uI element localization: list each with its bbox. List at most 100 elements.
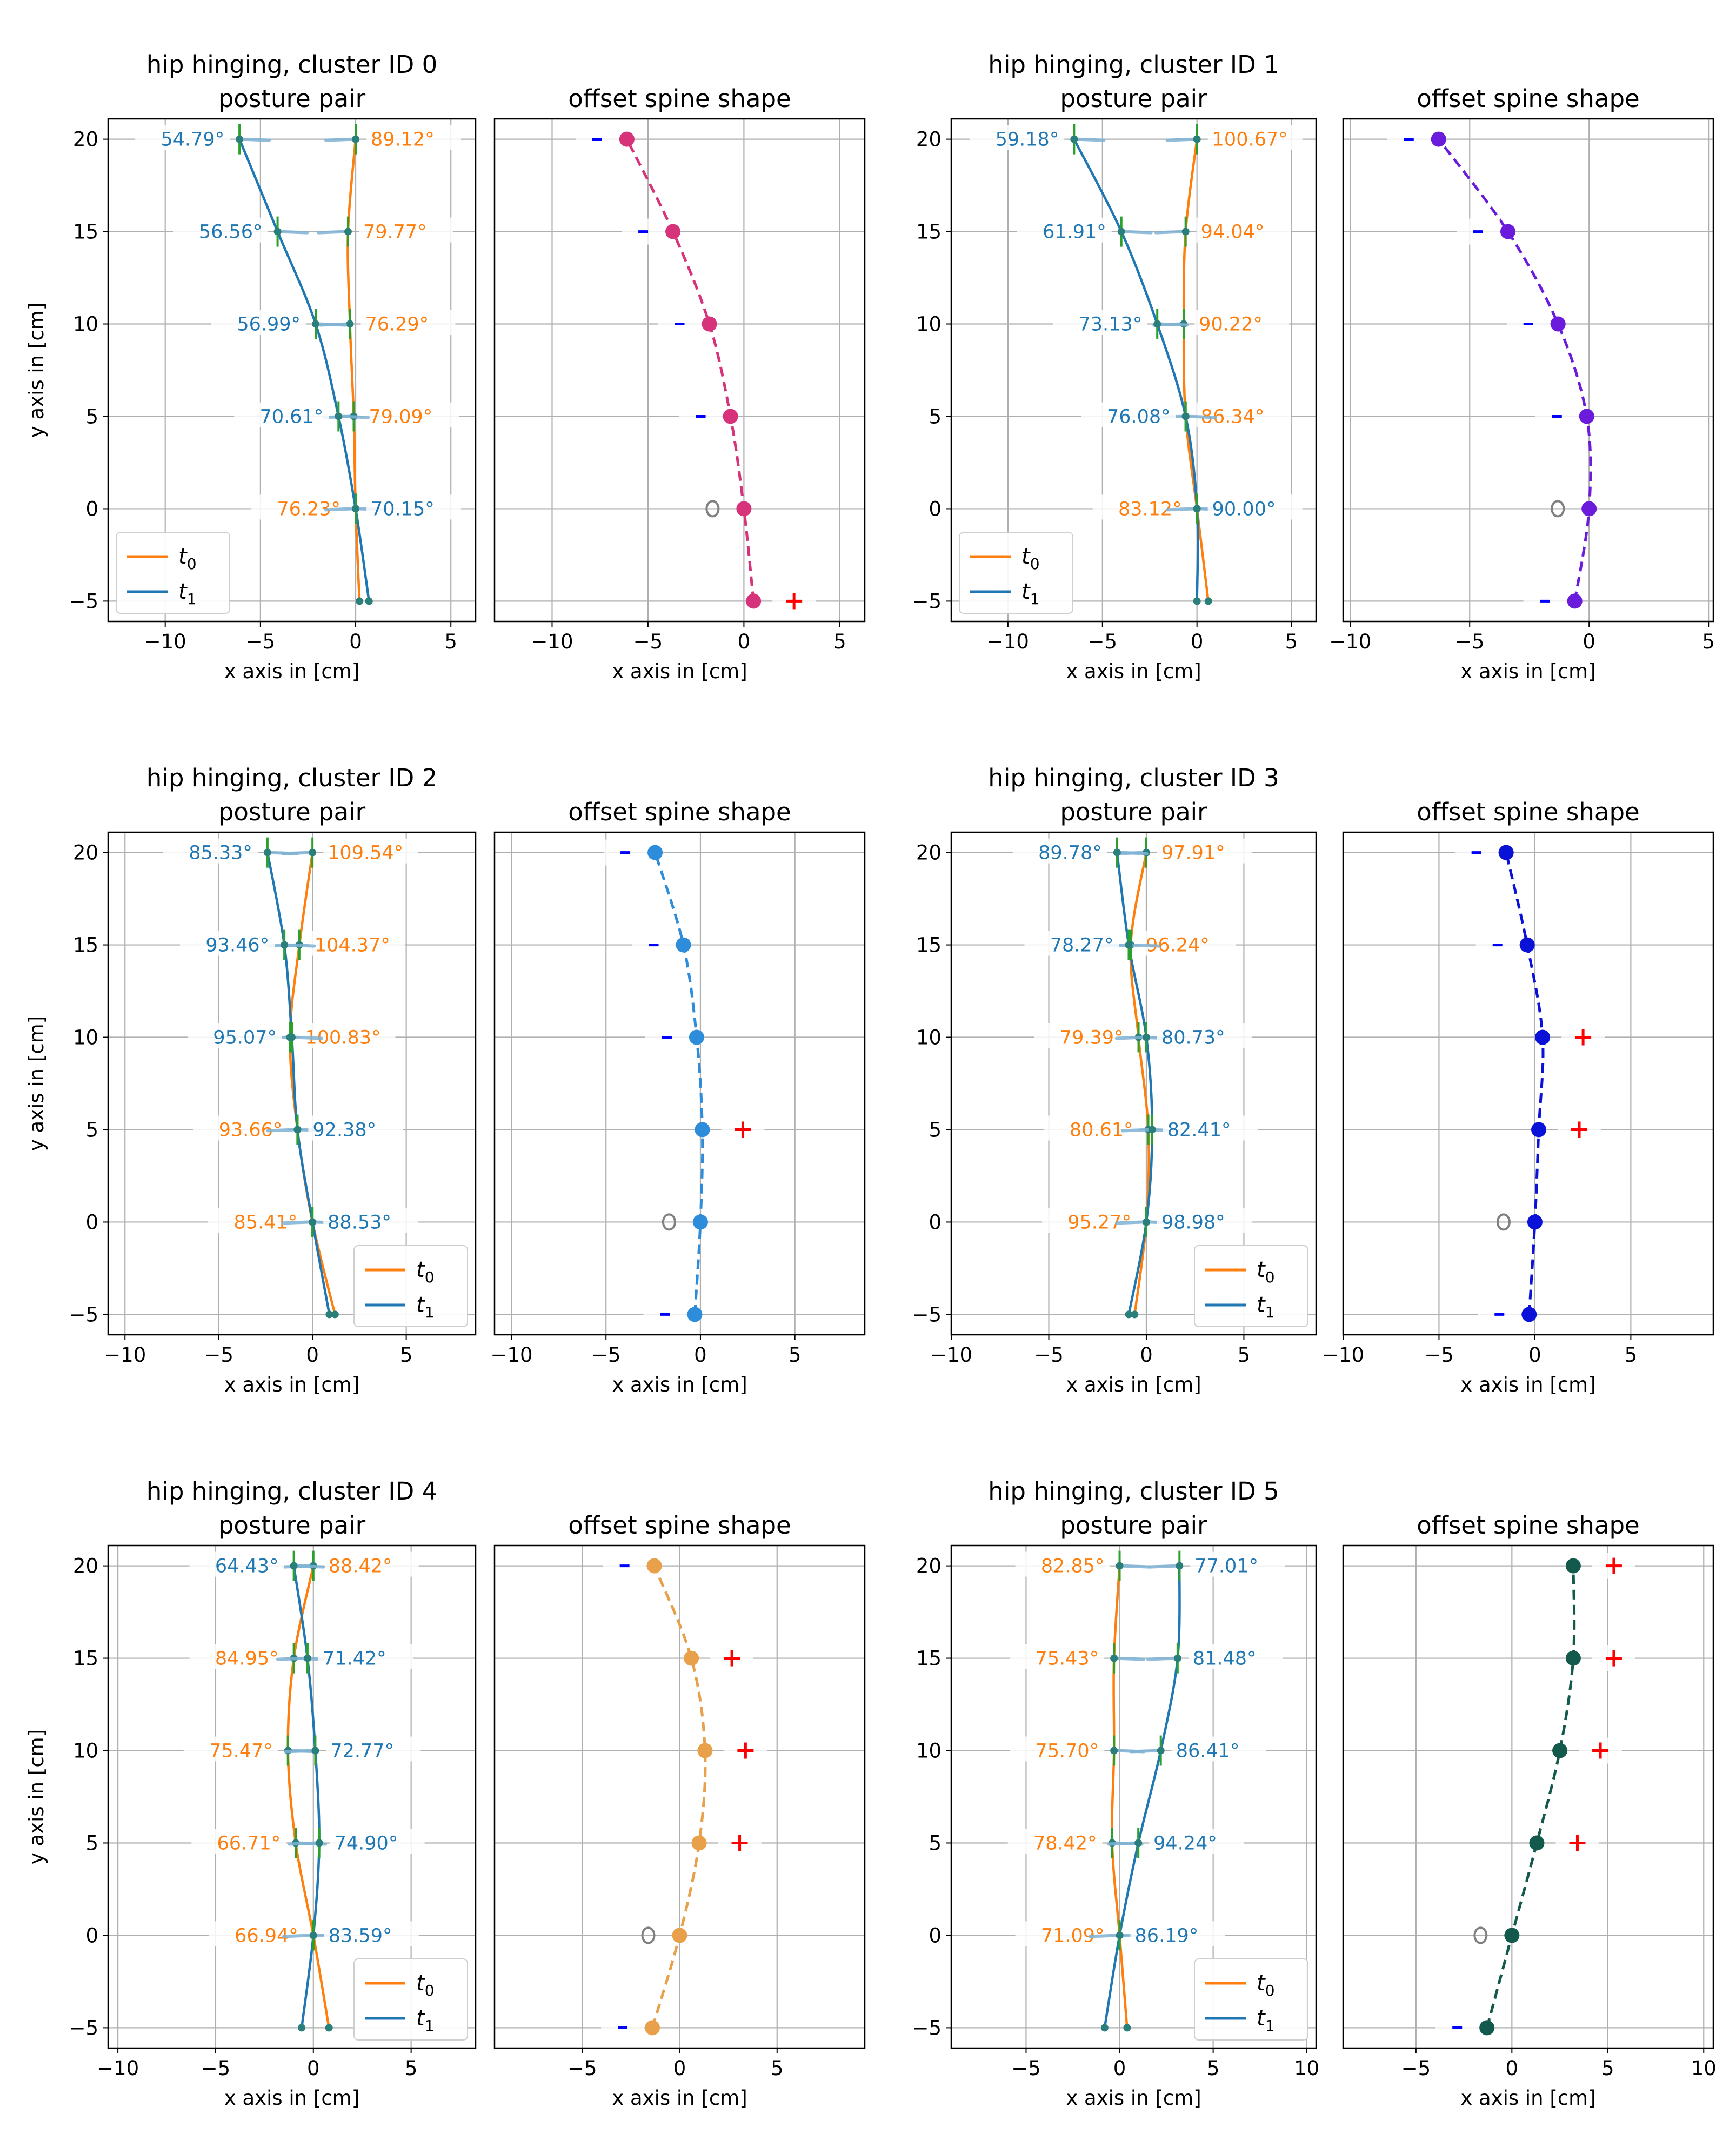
t0-angle-label-bg (251, 494, 346, 520)
pp-xtick-label: 5 (1285, 630, 1298, 653)
t1-angle-label: 77.01° (1194, 1556, 1258, 1577)
t1-angle-label-bg (1163, 1115, 1258, 1141)
offset-point (723, 409, 738, 424)
t1-angle-label-bg (1012, 838, 1107, 864)
x-axis-label: x axis in [cm] (612, 660, 747, 683)
chart-title: hip hinging, cluster ID 1 (988, 50, 1279, 79)
pp-ytick-label: 15 (916, 220, 942, 244)
pp-ytick-label: 20 (916, 841, 942, 865)
t1-angle-label: 82.41° (1167, 1119, 1231, 1141)
t1-point (1153, 320, 1161, 328)
t1-point (1100, 2024, 1109, 2032)
t0-angle-label-bg (1207, 125, 1303, 150)
t0-angle-label: 79.09° (369, 406, 433, 427)
pp-xtick-label: −10 (104, 1343, 146, 1367)
t0-angle-label-bg (1010, 1736, 1105, 1762)
offset-spine-line (625, 138, 755, 601)
legend-box (116, 532, 230, 614)
posture-pair-subtitle: posture pair (1060, 1511, 1207, 1540)
t1-angle-label-bg (135, 125, 230, 150)
t1-angle-label: 89.78° (1038, 842, 1102, 864)
x-axis-label: x axis in [cm] (1460, 1373, 1595, 1396)
x-axis-label: x axis in [cm] (224, 2086, 359, 2110)
t1-point (1142, 1033, 1150, 1041)
x-axis-label: x axis in [cm] (1460, 660, 1595, 683)
origin-mark (705, 500, 720, 518)
pp-xtick-label: 10 (1294, 2057, 1319, 2080)
legend-t0-main: t (1257, 1971, 1266, 1996)
t1-angle-tick (288, 1841, 319, 1846)
x-axis-label: x axis in [cm] (1066, 660, 1201, 683)
posture-pair-subtitle: posture pair (218, 798, 366, 826)
t0-angle-label-bg (1041, 1208, 1137, 1233)
t1-angle-tick (1186, 414, 1217, 419)
t1-angle-tick (281, 1220, 312, 1225)
pp-ytick-label: 0 (929, 1924, 942, 1947)
t1-point (315, 1839, 323, 1847)
os-xtick-label: −10 (531, 630, 573, 653)
t1-angle-tick (1074, 137, 1106, 142)
t1-angle-label-bg (1171, 1736, 1266, 1762)
t0-angle-label-bg (364, 402, 459, 427)
t0-point (1110, 1654, 1118, 1662)
t1-angle-label-bg (211, 310, 306, 335)
t1-angle-tick (324, 507, 356, 512)
pp-xtick-label: −10 (930, 1343, 972, 1367)
offset-point (1479, 2020, 1495, 2036)
legend-t0-label: t0 (1021, 544, 1040, 573)
t1-angle-label-bg (330, 1829, 425, 1854)
legend-t1-main: t (178, 579, 188, 604)
os-xtick-label: −5 (1401, 2057, 1431, 2080)
t1-point (1125, 1310, 1133, 1319)
t1-angle-tick (240, 137, 271, 142)
offset-point (684, 1650, 699, 1666)
offset-spine-frame (1342, 831, 1714, 1336)
offset-spine-frame (493, 831, 866, 1336)
t1-angle-label: 92.38° (312, 1119, 376, 1141)
origin-mark (1473, 1926, 1488, 1944)
t1-point (263, 848, 271, 857)
x-axis-label: x axis in [cm] (224, 660, 359, 683)
t0-angle-label-bg (208, 1208, 303, 1233)
t1-point (1157, 1747, 1165, 1755)
t1-angle-label: 76.08° (1107, 406, 1171, 427)
x-axis-label: x axis in [cm] (1066, 1373, 1201, 1396)
x-axis-label: x axis in [cm] (224, 1373, 359, 1396)
t1-point (1134, 1839, 1143, 1847)
t0-angle-label: 82.85° (1041, 1556, 1105, 1577)
offset-point (1529, 1835, 1545, 1851)
os-xtick-label: 5 (1601, 2057, 1614, 2080)
y-axis-label: y axis in [cm] (25, 1016, 48, 1151)
os-xtick-label: −10 (1322, 1343, 1364, 1367)
t1-angle-tick (1114, 1035, 1146, 1040)
t1-angle-tick (278, 230, 309, 235)
offset-point (687, 1307, 703, 1322)
series-t0-line (286, 1566, 330, 2028)
t0-angle-label: 94.04° (1201, 222, 1265, 243)
chart-title: hip hinging, cluster ID 3 (988, 764, 1279, 792)
chart-title: hip hinging, cluster ID 0 (146, 50, 437, 79)
legend-t0-label: t0 (178, 544, 197, 573)
pp-ytick-label: −5 (912, 2016, 942, 2039)
t1-angle-label: 83.59° (329, 1925, 392, 1946)
legend-t0-label: t0 (1257, 1257, 1275, 1286)
t1-angle-label-bg (366, 494, 462, 520)
chart-panel-5: hip hinging, cluster ID 5 posture pair off… (912, 1477, 1716, 2110)
offset-point (1565, 1650, 1581, 1666)
t1-point (288, 1033, 296, 1041)
t1-angle-tick (1120, 1128, 1152, 1133)
t0-angle-label: 90.22° (1199, 314, 1263, 336)
chart-title: hip hinging, cluster ID 5 (988, 1477, 1279, 1506)
pp-xtick-label: 5 (1207, 2057, 1220, 2080)
legend-t0-main: t (1257, 1257, 1266, 1282)
t0-point (356, 597, 364, 605)
series-t1-line (266, 852, 331, 1315)
legend-t1-main: t (1257, 1293, 1266, 1317)
legend-t1-sub: 1 (1030, 590, 1040, 608)
t1-angle-label-bg (1149, 1829, 1244, 1854)
t1-angle-label-bg (163, 838, 258, 864)
t1-angle-label: 74.90° (335, 1832, 398, 1854)
